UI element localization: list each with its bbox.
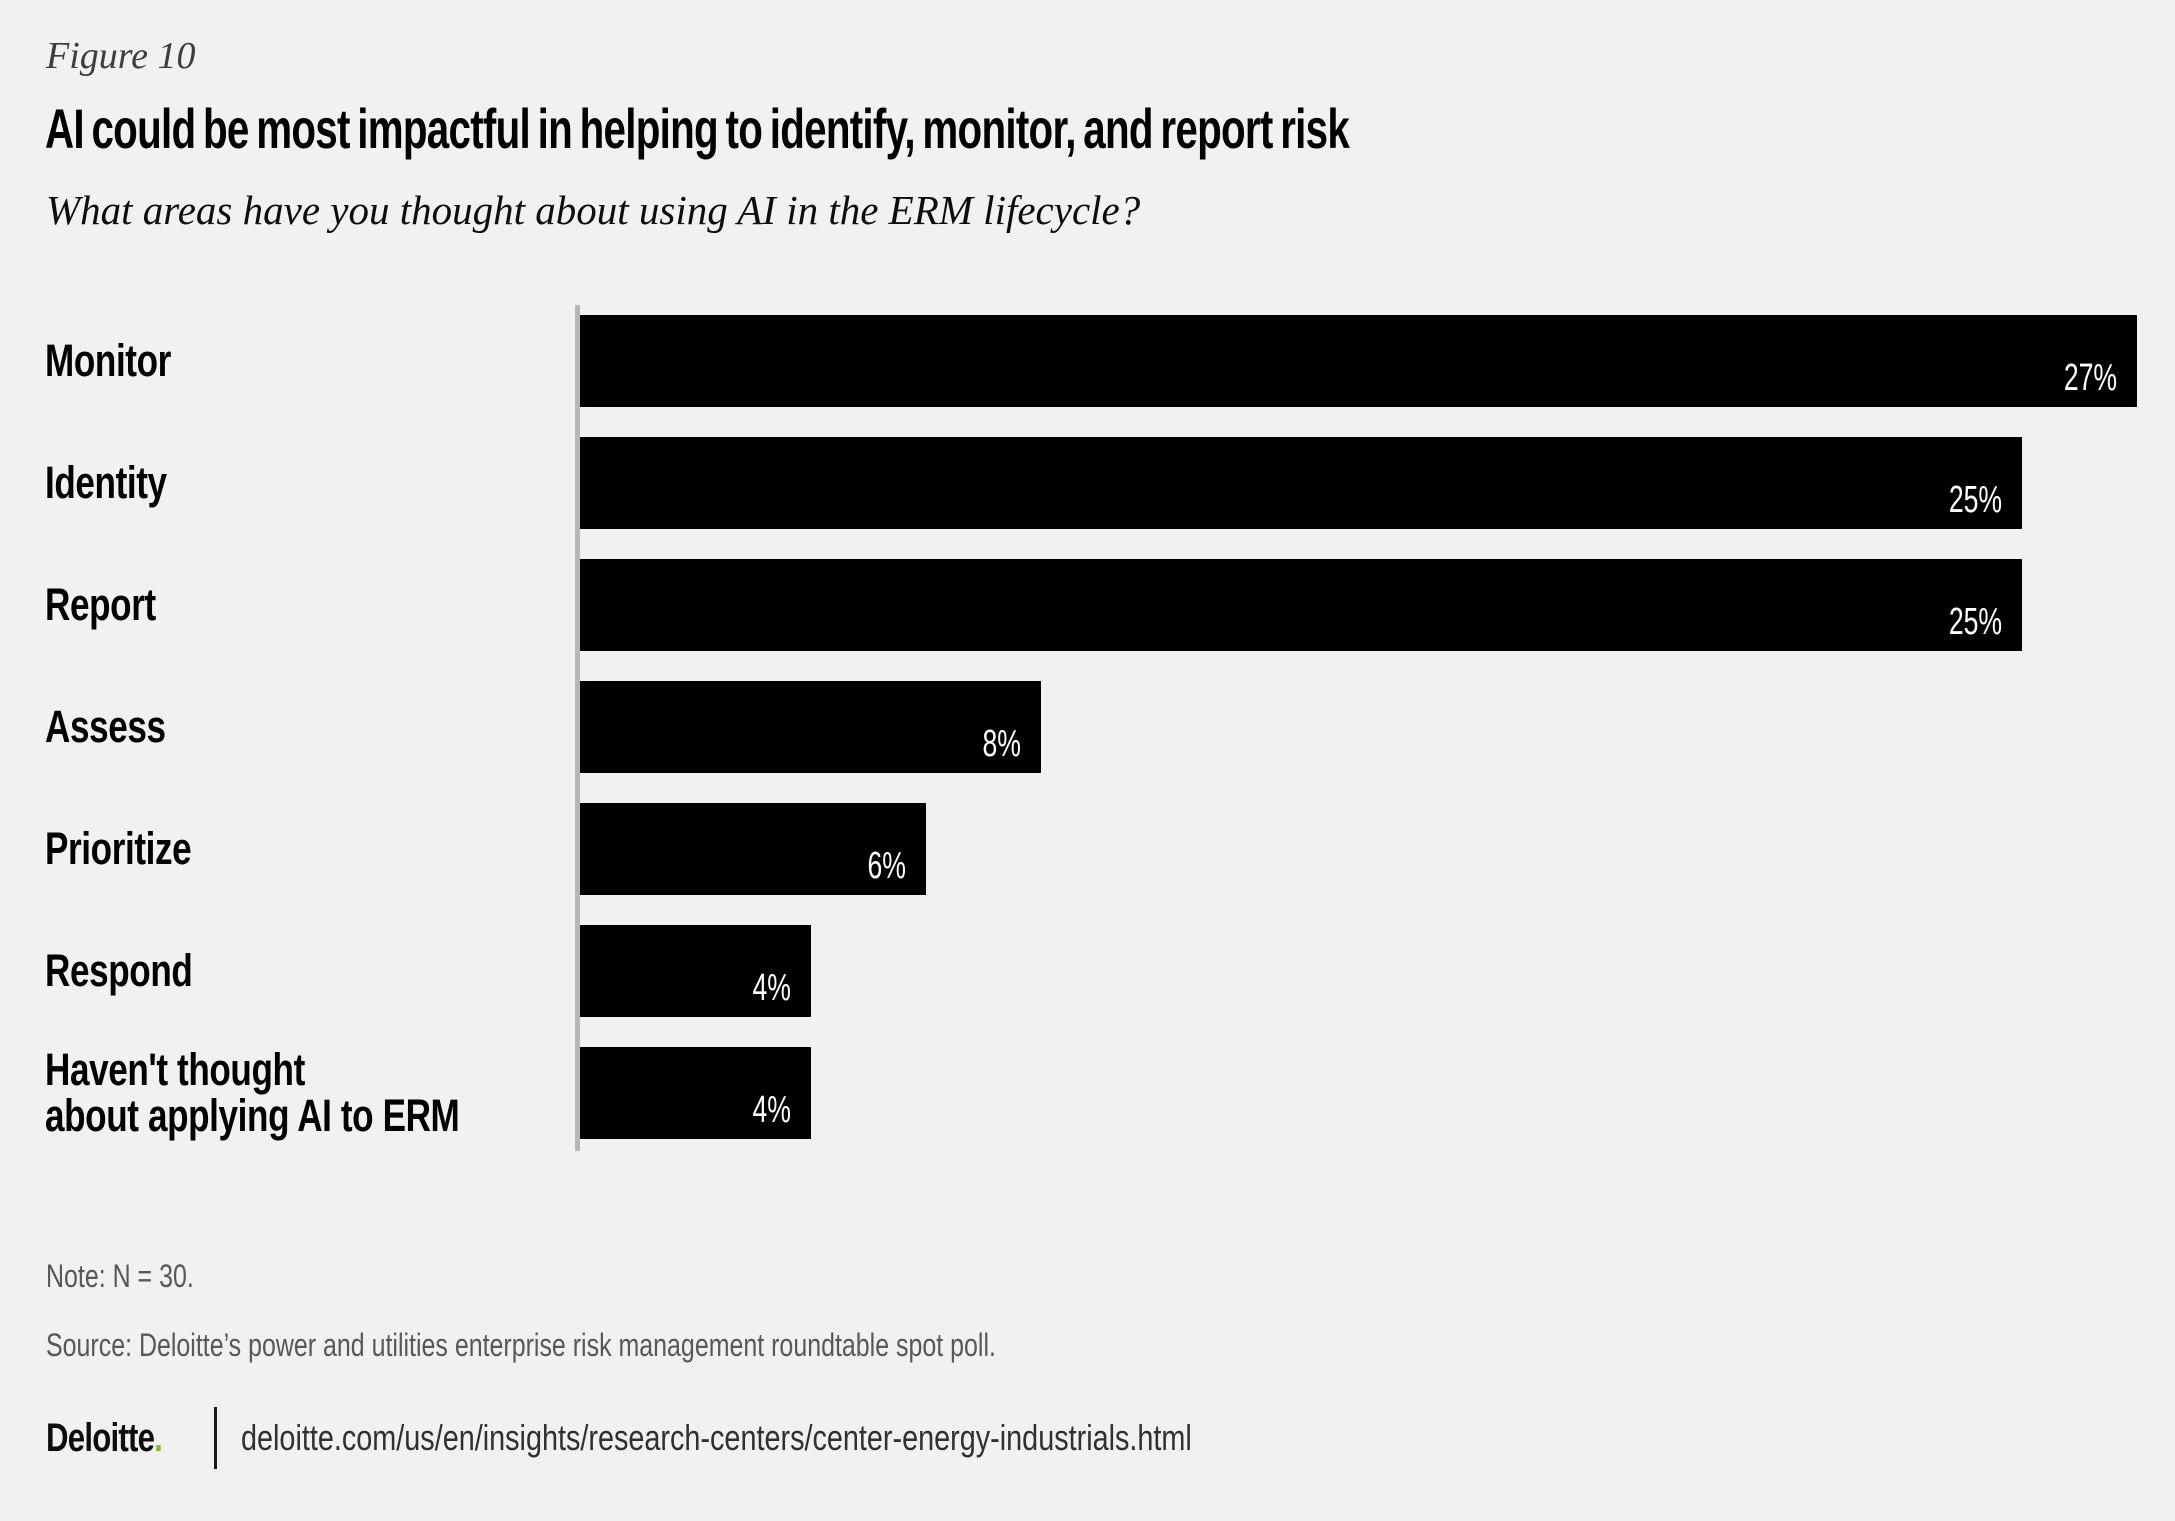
category-label-line: Identity [45, 457, 167, 508]
category-label-line: Assess [45, 701, 166, 752]
category-label: Respond [0, 925, 575, 1017]
bar-value-label: 8% [982, 723, 1021, 765]
bar-value-label: 4% [752, 1089, 791, 1131]
bar-chart: Monitor 27% Identity 25% Report 25% Assess 8% Pr… [0, 305, 2175, 1151]
bar: 6% [580, 803, 926, 895]
bar-track: 4% [575, 1047, 2175, 1139]
bar-track: 6% [575, 803, 2175, 895]
bar: 27% [580, 315, 2137, 407]
source-text: Source: Deloitte’s power and utilities e… [46, 1327, 996, 1363]
bar-track: 25% [575, 559, 2175, 651]
bar-value-label: 25% [1948, 479, 2002, 521]
bar: 4% [580, 925, 811, 1017]
category-label-line: Report [45, 579, 156, 630]
bar-track: 4% [575, 925, 2175, 1017]
footer-url: deloitte.com/us/en/insights/research-cen… [241, 1417, 1192, 1458]
figure-label: Figure 10 [46, 35, 196, 77]
chart-title: AI could be most impactful in helping to… [45, 96, 1856, 161]
bar: 25% [580, 437, 2022, 529]
chart-title-text: AI could be most impactful in helping to… [45, 97, 1350, 160]
category-label-line: about applying AI to ERM [45, 1090, 460, 1141]
chart-row: Respond 4% [0, 925, 2175, 1017]
category-label: Identity [0, 437, 575, 529]
bar: 8% [580, 681, 1041, 773]
chart-row: Monitor 27% [0, 315, 2175, 407]
bar-track: 8% [575, 681, 2175, 773]
chart-row: Prioritize 6% [0, 803, 2175, 895]
category-label-line: Haven't thought [45, 1044, 305, 1095]
category-label: Monitor [0, 315, 575, 407]
bar: 4% [580, 1047, 811, 1139]
deloitte-logo: Deloitte. [46, 1416, 196, 1461]
bar-value-label: 25% [1948, 601, 2002, 643]
category-label: Report [0, 559, 575, 651]
category-label: Haven't thought about applying AI to ERM [0, 1047, 575, 1139]
chart-row: Haven't thought about applying AI to ERM 4… [0, 1047, 2175, 1139]
category-label-line: Respond [45, 945, 193, 996]
bar-track: 25% [575, 437, 2175, 529]
category-label-line: Monitor [45, 335, 171, 386]
bar-value-label: 6% [867, 845, 906, 887]
bar-value-label: 27% [2063, 357, 2117, 399]
chart-row: Identity 25% [0, 437, 2175, 529]
chart-subtitle: What areas have you thought about using … [46, 187, 1141, 233]
note-text: Note: N = 30. [46, 1258, 194, 1294]
y-axis-line [575, 305, 580, 1151]
chart-row: Assess 8% [0, 681, 2175, 773]
chart-rows: Monitor 27% Identity 25% Report 25% Assess 8% Pr… [0, 315, 2175, 1139]
category-label: Assess [0, 681, 575, 773]
bar-track: 27% [575, 315, 2175, 407]
footer-divider [214, 1407, 217, 1469]
footer: Deloitte. deloitte.com/us/en/insights/re… [46, 1405, 1430, 1471]
category-label: Prioritize [0, 803, 575, 895]
bar: 25% [580, 559, 2022, 651]
logo-green-dot: . [154, 1415, 163, 1460]
category-label-line: Prioritize [45, 823, 192, 874]
deloitte-wordmark: Deloitte [46, 1415, 155, 1460]
bar-value-label: 4% [752, 967, 791, 1009]
chart-row: Report 25% [0, 559, 2175, 651]
